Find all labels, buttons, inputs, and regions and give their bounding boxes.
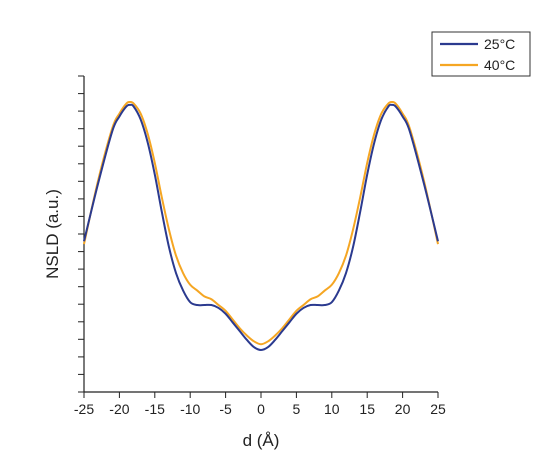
- x-tick-label: 25: [430, 401, 446, 417]
- series-lines: [83, 100, 439, 351]
- x-tick-label: -5: [219, 401, 232, 417]
- x-tick-label: -25: [74, 401, 94, 417]
- legend-label-25c: 25°C: [484, 36, 515, 52]
- y-axis-label: NSLD (a.u.): [43, 189, 62, 279]
- series-line-40c: [83, 100, 439, 346]
- x-axis-label: d (Å): [243, 431, 280, 450]
- legend-box: [431, 31, 531, 77]
- legend-label-40c: 40°C: [484, 57, 515, 73]
- legend: 25°C 40°C: [431, 31, 531, 77]
- x-ticks: -25 -20 -15 -10 -5 0 5 10 15 20 25: [74, 392, 446, 417]
- x-tick-label: 10: [324, 401, 340, 417]
- x-tick-label: 20: [395, 401, 411, 417]
- x-tick-label: -20: [109, 401, 129, 417]
- x-tick-label: -15: [145, 401, 165, 417]
- x-tick-label: 5: [293, 401, 301, 417]
- x-tick-label: -10: [180, 401, 200, 417]
- x-tick-label: 0: [257, 401, 265, 417]
- y-ticks: [78, 75, 84, 393]
- x-tick-label: 15: [359, 401, 375, 417]
- series-line-25c: [83, 103, 439, 351]
